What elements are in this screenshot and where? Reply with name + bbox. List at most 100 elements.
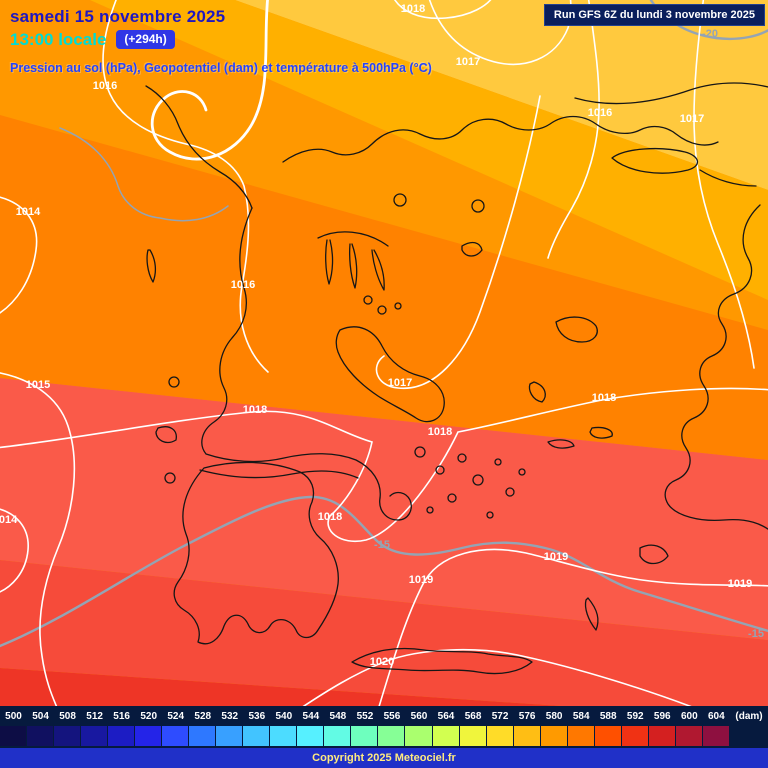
- cyclades-island: [494, 458, 502, 466]
- legend-value: 564: [437, 710, 455, 722]
- coastline-marmara: [611, 148, 699, 174]
- sporades-island: [377, 305, 387, 315]
- isobar-1017-east-line: [693, 0, 755, 369]
- model-run-box: Run GFS 6Z du lundi 3 novembre 2025: [543, 4, 765, 26]
- legend-swatch: [621, 726, 648, 746]
- isobar-1019-line: [378, 548, 768, 706]
- legend-value: 592: [626, 710, 644, 722]
- map-header: samedi 15 novembre 2025 13:00 locale (+2…: [10, 6, 432, 76]
- legend-swatch: [513, 726, 540, 746]
- cyclades-island: [518, 468, 526, 476]
- cyclades-island: [414, 446, 426, 458]
- legend-value: 568: [464, 710, 482, 722]
- isobar-1017-mid-line: [375, 95, 541, 389]
- legend-value: 528: [194, 710, 212, 722]
- cyclades-island: [426, 506, 434, 514]
- legend-value: 596: [653, 710, 671, 722]
- legend-value: 508: [59, 710, 76, 722]
- coastline-lefkada: [168, 376, 180, 388]
- legend-value: 536: [248, 710, 266, 722]
- legend-swatch: [162, 726, 189, 746]
- coastline-zakynthos: [164, 472, 176, 484]
- legend-values: 500 504 508 512 516 520 524 528 532 536 540 544 548 5…: [0, 711, 730, 722]
- isobar-layer: [0, 0, 768, 706]
- legend-value: 532: [221, 710, 239, 722]
- isobar-1014-lower-line: [0, 508, 29, 593]
- band-red-deep: [0, 668, 562, 706]
- forecast-offset-badge: (+294h): [116, 30, 175, 50]
- legend-swatch: [540, 726, 567, 746]
- coastline-kefalonia: [155, 426, 177, 444]
- legend-swatch: [351, 726, 378, 746]
- legend-value: 500: [5, 710, 22, 722]
- legend-value: 548: [329, 710, 347, 722]
- legend-value: 552: [356, 710, 374, 722]
- sporades-island: [363, 295, 373, 305]
- temp-contour-minus15-line: [0, 495, 768, 648]
- legend-value: 540: [275, 710, 293, 722]
- legend-value: 584: [572, 710, 590, 722]
- band-red-light: [0, 378, 768, 640]
- coastline-peloponnese: [173, 461, 339, 645]
- legend-value: 600: [680, 710, 698, 722]
- legend-value: 560: [410, 710, 428, 722]
- legend-value: 604: [707, 710, 725, 722]
- legend-swatches: [0, 726, 730, 746]
- legend-value: 504: [32, 710, 49, 722]
- legend-swatch: [189, 726, 216, 746]
- coastline-layer: [145, 82, 768, 675]
- date-text: samedi 15 novembre 2025: [10, 7, 226, 26]
- legend-swatch: [81, 726, 108, 746]
- coastline-crete: [351, 647, 533, 675]
- cyclades-island: [486, 511, 494, 519]
- legend-swatch: [216, 726, 243, 746]
- legend-value: 576: [518, 710, 536, 722]
- coastline-north-aegean: [282, 115, 719, 163]
- legend-swatch: [135, 726, 162, 746]
- coastline-chalkidiki-finger2: [349, 243, 358, 289]
- coastline-ikaria: [547, 439, 575, 449]
- isobar-1020-line: [302, 648, 692, 706]
- legend-swatch: [270, 726, 297, 746]
- legend-unit-label: (dam): [735, 710, 763, 722]
- cyclades-island: [505, 487, 515, 497]
- legend-spacer: [730, 726, 768, 746]
- legend-swatch: [54, 726, 81, 746]
- time-row: 13:00 locale (+294h): [10, 29, 432, 50]
- legend-swatch: [648, 726, 675, 746]
- temperature-band-layer: [0, 0, 768, 706]
- legend-swatches-row: [0, 726, 768, 748]
- sporades-island: [394, 302, 402, 310]
- legend-value: 512: [86, 710, 103, 722]
- legend-swatch: [324, 726, 351, 746]
- legend-swatch: [567, 726, 594, 746]
- legend-swatch: [459, 726, 486, 746]
- coastline-chalkidiki-finger3: [371, 249, 385, 291]
- isobar-1014-upper-line: [0, 196, 38, 314]
- local-time-text: 13:00 locale: [10, 30, 107, 50]
- legend-values-row: 500 504 508 512 516 520 524 528 532 536 540 544 548 5…: [0, 706, 768, 726]
- isobar-1016-west-line: [102, 0, 269, 373]
- legend-value: 524: [167, 710, 185, 722]
- coastline-corfu: [146, 249, 157, 283]
- coastline-adriatic: [145, 85, 253, 209]
- legend-swatch: [243, 726, 270, 746]
- legend-swatch: [702, 726, 729, 746]
- isobar-1015-line: [0, 372, 76, 706]
- legend-value: 588: [599, 710, 617, 722]
- coastline-gulf-corinth: [199, 469, 359, 479]
- legend-swatch: [0, 726, 27, 746]
- legend-value: 580: [545, 710, 563, 722]
- coastline-thasos: [393, 193, 407, 207]
- coastline-chios: [528, 381, 546, 403]
- cyclades-island: [457, 453, 467, 463]
- coastline-attica: [379, 491, 412, 521]
- legend-swatch: [675, 726, 702, 746]
- legend-swatch: [594, 726, 621, 746]
- coastline-samothrace: [471, 199, 485, 213]
- copyright-bar: Copyright 2025 Meteociel.fr: [0, 748, 768, 768]
- cyclades-island: [472, 474, 484, 486]
- cyclades-island: [435, 465, 445, 475]
- coastline-euboea: [335, 326, 445, 423]
